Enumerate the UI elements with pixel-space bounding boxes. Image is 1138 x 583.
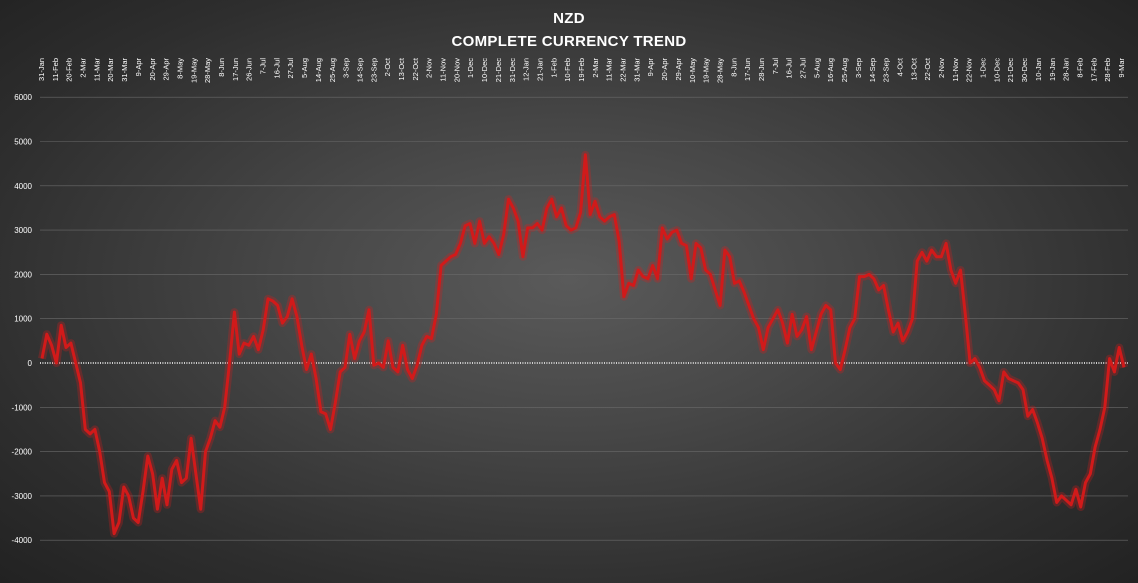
x-tick-label: 7-Jul xyxy=(259,58,268,75)
x-tick-label: 13-Oct xyxy=(909,57,918,80)
x-tick-label: 28-May xyxy=(203,58,212,83)
x-tick-label: 29-Apr xyxy=(162,58,171,81)
x-tick-label: 14-Sep xyxy=(868,58,877,82)
x-tick-label: 13-Oct xyxy=(397,57,406,80)
x-tick-label: 10-Dec xyxy=(480,58,489,82)
x-tick-label: 31-Mar xyxy=(632,58,641,82)
x-tick-label: 11-Mar xyxy=(92,58,101,82)
x-tick-label: 19-Feb xyxy=(577,58,586,82)
x-tick-label: 11-Mar xyxy=(605,58,614,82)
x-tick-label: 2-Nov xyxy=(937,58,946,78)
y-tick-label: -3000 xyxy=(12,492,33,501)
x-tick-label: 27-Jul xyxy=(799,58,808,79)
x-tick-label: 8-Jun xyxy=(729,58,738,77)
x-tick-label: 5-Aug xyxy=(300,58,309,78)
y-tick-label: 5000 xyxy=(14,138,32,147)
x-tick-label: 5-Aug xyxy=(812,58,821,78)
x-tick-label: 28-Jun xyxy=(757,58,766,81)
x-tick-label: 31-Dec xyxy=(508,58,517,82)
y-tick-label: -1000 xyxy=(12,403,33,412)
x-tick-label: 3-Sep xyxy=(342,58,351,78)
x-tick-label: 11-Nov xyxy=(439,58,448,82)
x-tick-label: 22-Mar xyxy=(619,58,628,82)
x-tick-label: 28-May xyxy=(716,58,725,83)
x-tick-label: 14-Aug xyxy=(314,58,323,82)
x-tick-label: 20-Apr xyxy=(148,58,157,81)
x-tick-label: 17-Jun xyxy=(743,58,752,81)
x-tick-label: 20-Apr xyxy=(660,58,669,81)
x-axis-ticks: 31-Jan 11-Feb 20-Feb 2-Mar 11-Mar 20-Mar 31-Ma… xyxy=(37,57,1126,83)
x-tick-label: 30-Dec xyxy=(1020,58,1029,82)
x-tick-label: 9-Mar xyxy=(1117,58,1126,78)
x-tick-label: 11-Feb xyxy=(51,58,60,81)
x-tick-label: 16-Jul xyxy=(272,58,281,79)
x-tick-label: 10-Feb xyxy=(563,58,572,82)
y-tick-label: 3000 xyxy=(14,226,32,235)
series-layer xyxy=(38,150,1128,538)
x-tick-label: 1-Dec xyxy=(979,58,988,78)
x-tick-label: 19-May xyxy=(702,58,711,83)
x-tick-label: 2-Nov xyxy=(425,58,434,78)
chart-title: NZD xyxy=(553,10,585,27)
x-tick-label: 2-Mar xyxy=(79,58,88,78)
x-tick-label: 16-Jul xyxy=(785,58,794,79)
chart-subtitle: COMPLETE CURRENCY TREND xyxy=(452,33,687,50)
x-tick-label: 17-Jun xyxy=(231,58,240,81)
x-tick-label: 20-Nov xyxy=(452,58,461,82)
x-tick-label: 7-Jul xyxy=(771,58,780,75)
x-tick-label: 23-Sep xyxy=(369,58,378,82)
x-tick-label: 9-Apr xyxy=(134,58,143,77)
x-tick-label: 28-Jan xyxy=(1062,58,1071,81)
x-tick-label: 11-Nov xyxy=(951,58,960,82)
x-tick-label: 28-Feb xyxy=(1103,58,1112,82)
x-tick-label: 25-Aug xyxy=(840,58,849,82)
x-tick-label: 19-May xyxy=(189,58,198,83)
y-tick-label: 6000 xyxy=(14,93,32,102)
y-axis-ticks: 6000 5000 4000 3000 2000 1000 0 -1000 -2000 -3000… xyxy=(12,93,33,545)
gridlines xyxy=(40,96,1128,541)
x-tick-label: 17-Feb xyxy=(1089,58,1098,82)
x-tick-label: 10-Jan xyxy=(1034,58,1043,81)
x-tick-label: 12-Jan xyxy=(522,58,531,81)
x-tick-label: 8-May xyxy=(176,58,185,79)
x-tick-label: 25-Aug xyxy=(328,58,337,82)
x-tick-label: 20-Feb xyxy=(65,58,74,82)
x-tick-label: 31-Jan xyxy=(37,58,46,81)
x-tick-label: 2-Oct xyxy=(383,57,392,76)
y-tick-label: 4000 xyxy=(14,182,32,191)
x-tick-label: 9-Apr xyxy=(646,58,655,77)
x-tick-label: 27-Jul xyxy=(286,58,295,79)
x-tick-label: 22-Oct xyxy=(411,57,420,80)
x-tick-label: 21-Jan xyxy=(536,58,545,81)
series-line xyxy=(40,153,1126,536)
x-tick-label: 1-Feb xyxy=(549,58,558,78)
x-tick-label: 22-Oct xyxy=(923,57,932,80)
x-tick-label: 14-Sep xyxy=(356,58,365,82)
y-tick-label: -4000 xyxy=(12,536,33,545)
x-tick-label: 4-Oct xyxy=(896,57,905,76)
x-tick-label: 8-Feb xyxy=(1076,58,1085,78)
x-tick-label: 21-Dec xyxy=(494,58,503,82)
y-tick-label: 0 xyxy=(28,359,33,368)
x-tick-label: 3-Sep xyxy=(854,58,863,78)
x-tick-label: 16-Aug xyxy=(826,58,835,82)
x-tick-label: 1-Dec xyxy=(466,58,475,78)
x-tick-label: 22-Nov xyxy=(965,58,974,82)
x-tick-label: 19-Jan xyxy=(1048,58,1057,81)
x-tick-label: 31-Mar xyxy=(120,58,129,82)
x-tick-label: 23-Sep xyxy=(882,58,891,82)
x-tick-label: 26-Jun xyxy=(245,58,254,81)
x-tick-label: 20-Mar xyxy=(106,58,115,82)
y-tick-label: 2000 xyxy=(14,270,32,279)
x-tick-label: 10-Dec xyxy=(992,58,1001,82)
x-tick-label: 29-Apr xyxy=(674,58,683,81)
x-tick-label: 10-May xyxy=(688,58,697,83)
x-tick-label: 2-Mar xyxy=(591,58,600,78)
y-tick-label: 1000 xyxy=(14,315,32,324)
y-tick-label: -2000 xyxy=(12,448,33,457)
x-tick-label: 8-Jun xyxy=(217,58,226,77)
x-tick-label: 21-Dec xyxy=(1006,58,1015,82)
